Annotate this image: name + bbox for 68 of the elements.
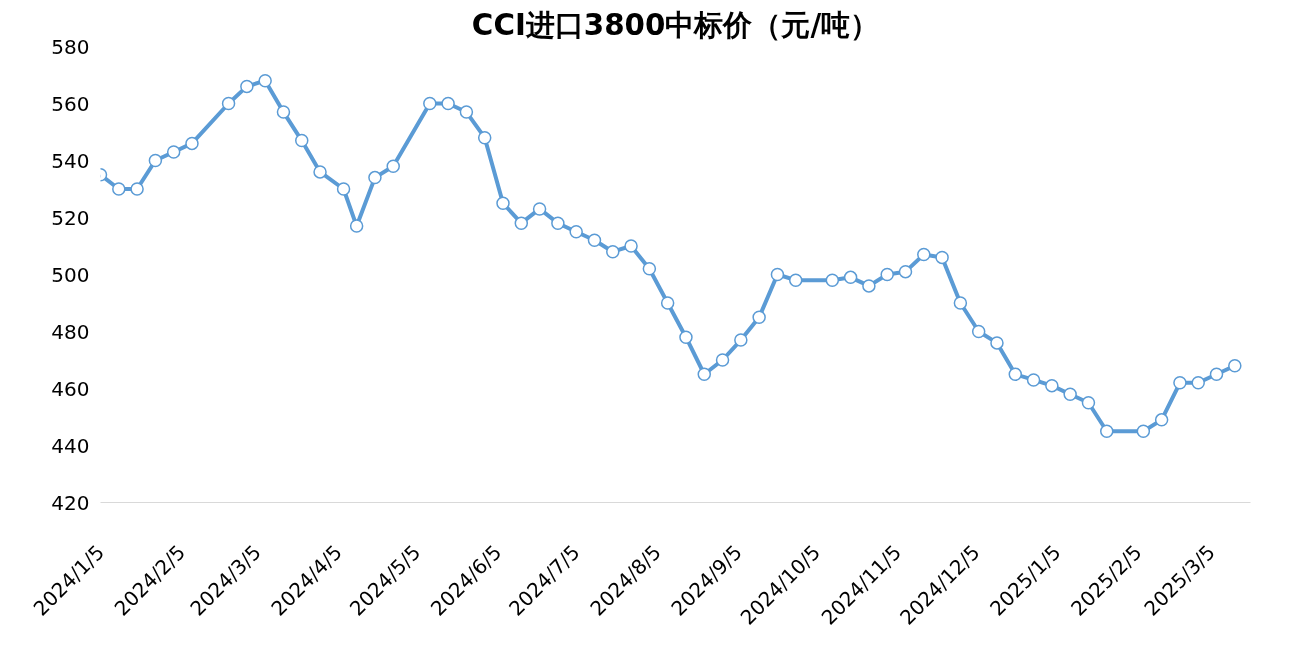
point bbox=[1191, 376, 1205, 390]
point bbox=[935, 250, 949, 265]
point bbox=[514, 216, 529, 230]
point bbox=[862, 279, 876, 293]
point bbox=[496, 196, 510, 210]
point bbox=[642, 262, 657, 276]
y-tick-label: 500 bbox=[51, 262, 90, 287]
point bbox=[1063, 387, 1077, 401]
point bbox=[276, 105, 291, 119]
point bbox=[423, 96, 437, 111]
point bbox=[130, 182, 144, 196]
point bbox=[752, 310, 766, 324]
y-tick-label: 420 bbox=[51, 490, 90, 515]
point bbox=[1026, 373, 1041, 387]
point bbox=[1173, 376, 1187, 390]
point bbox=[697, 367, 711, 381]
point bbox=[734, 333, 748, 347]
point bbox=[295, 133, 309, 148]
point bbox=[1008, 367, 1023, 381]
point bbox=[336, 182, 351, 196]
y-tick-label: 540 bbox=[51, 148, 90, 173]
point bbox=[1045, 378, 1059, 393]
point bbox=[715, 353, 730, 367]
point bbox=[788, 273, 803, 287]
point bbox=[477, 130, 492, 145]
chart-title: CCI进口3800中标价（元/吨） bbox=[471, 7, 880, 42]
y-tick-label: 580 bbox=[51, 34, 90, 59]
point bbox=[258, 73, 272, 88]
point bbox=[990, 336, 1004, 350]
point bbox=[240, 79, 254, 94]
point bbox=[1154, 413, 1169, 427]
y-tick-label: 440 bbox=[51, 433, 90, 458]
point bbox=[185, 136, 199, 151]
point bbox=[1228, 358, 1242, 373]
point bbox=[917, 247, 931, 262]
point bbox=[368, 170, 382, 185]
point bbox=[313, 165, 327, 179]
point bbox=[606, 244, 620, 259]
point bbox=[441, 96, 455, 111]
point bbox=[166, 145, 181, 159]
point bbox=[1100, 424, 1114, 438]
y-tick-label: 480 bbox=[51, 319, 90, 344]
point bbox=[587, 233, 602, 248]
point bbox=[770, 267, 785, 282]
point bbox=[825, 273, 840, 287]
point bbox=[532, 202, 547, 216]
point bbox=[898, 264, 913, 279]
point bbox=[660, 296, 675, 310]
point bbox=[349, 219, 364, 233]
point bbox=[569, 225, 583, 239]
point bbox=[112, 182, 126, 196]
point bbox=[1081, 396, 1096, 410]
y-tick-label: 520 bbox=[51, 205, 90, 230]
point bbox=[459, 105, 474, 119]
point bbox=[221, 96, 236, 111]
point bbox=[1136, 424, 1151, 438]
point bbox=[843, 270, 858, 285]
y-tick-label: 560 bbox=[51, 91, 90, 116]
point bbox=[971, 324, 986, 339]
point bbox=[1209, 367, 1224, 381]
point bbox=[953, 296, 968, 310]
y-tick-label: 460 bbox=[51, 376, 90, 401]
point bbox=[624, 239, 638, 253]
point bbox=[679, 330, 693, 344]
point bbox=[551, 216, 565, 230]
point bbox=[880, 267, 894, 282]
point bbox=[386, 159, 400, 173]
point bbox=[148, 153, 163, 168]
